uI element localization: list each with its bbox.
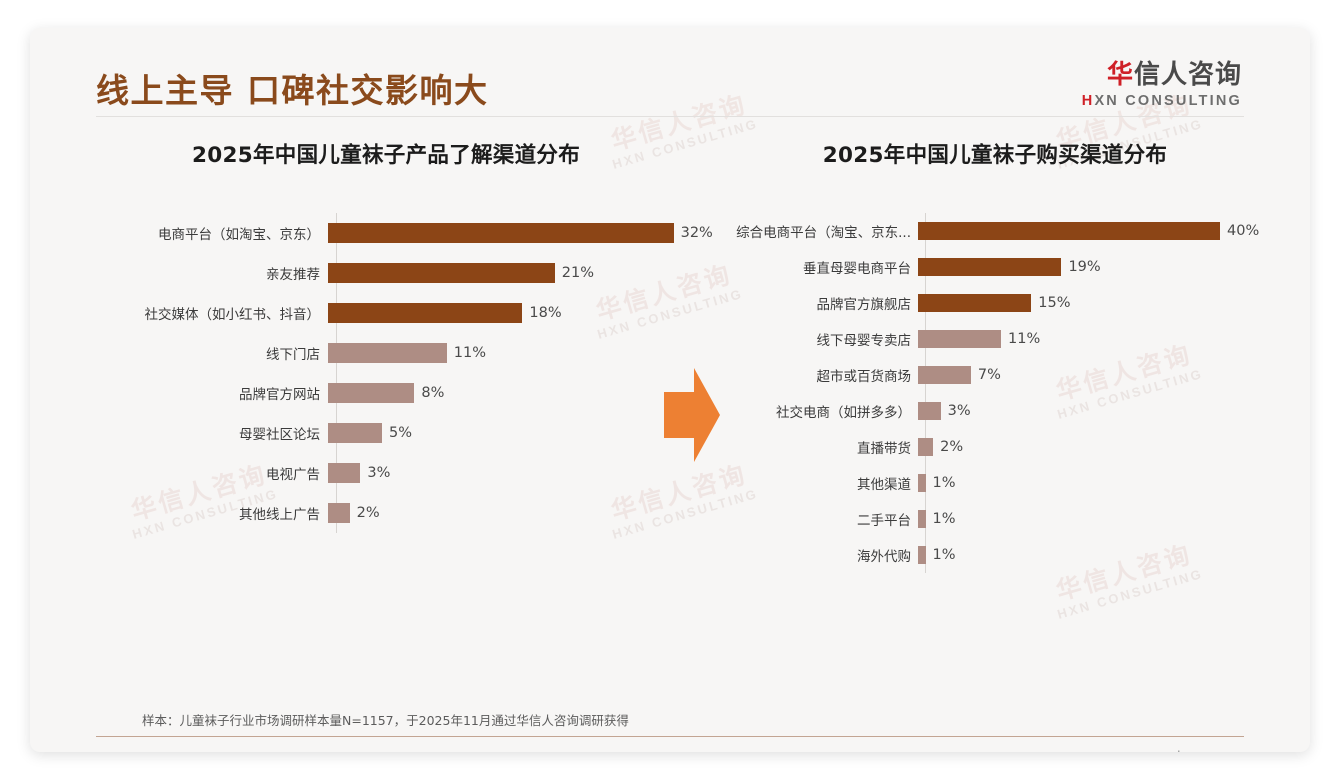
purchase-category-label: 线下母婴专卖店	[816, 333, 912, 349]
awareness-value-label: 8%	[421, 385, 445, 401]
awareness-row: 亲友推荐 21%	[90, 253, 690, 293]
source-footnote: 样本：儿童袜子行业市场调研样本量N=1157，于2025年11月通过华信人咨询调…	[142, 713, 629, 728]
purchase-bar	[918, 438, 934, 456]
charts-area: 2025年中国儿童袜子产品了解渠道分布 电商平台（如淘宝、京东） 32% 亲友推荐 2…	[30, 138, 1310, 688]
purchase-row: 综合电商平台（淘宝、京东... 40%	[700, 213, 1280, 249]
chart-title-purchase: 2025年中国儿童袜子购买渠道分布	[822, 143, 1168, 168]
purchase-bar	[918, 366, 971, 384]
bar-chart-awareness: 电商平台（如淘宝、京东） 32% 亲友推荐 21% 社交媒体（如小红书、抖音） 18% 线下…	[90, 213, 713, 533]
header-divider	[96, 116, 1244, 117]
chart-axis-line	[336, 213, 337, 533]
purchase-value-label: 40%	[1227, 223, 1260, 239]
awareness-row: 社交媒体（如小红书、抖音） 18%	[90, 293, 690, 333]
purchase-category-label: 社交电商（如拼多多）	[776, 405, 911, 421]
logo-english-text: HXN CONSULTING	[1082, 93, 1242, 109]
slide-header: 线上主导 口碑社交影响大 华信人咨询 HXN CONSULTING	[30, 28, 1310, 118]
purchase-value-label: 7%	[977, 367, 1001, 383]
purchase-category-label: 其他渠道	[857, 477, 911, 493]
copyright-text: ©2026.1 HXR华信人咨询	[96, 749, 245, 752]
logo-chinese-text: 华信人咨询	[1082, 54, 1242, 91]
purchase-row: 二手平台 1%	[700, 501, 1280, 537]
company-logo: 华信人咨询 HXN CONSULTING	[1082, 54, 1242, 109]
purchase-value-label: 3%	[947, 403, 971, 419]
logo-en-accent: H	[1081, 93, 1095, 109]
awareness-bar	[328, 383, 415, 403]
footer-divider	[96, 736, 1244, 737]
purchase-row: 其他渠道 1%	[700, 465, 1280, 501]
purchase-bar	[918, 222, 1220, 240]
purchase-bar	[918, 474, 926, 492]
awareness-bar	[328, 503, 350, 523]
chart-axis-line	[925, 213, 926, 573]
purchase-bar	[918, 402, 941, 420]
purchase-row: 品牌官方旗舰店 15%	[700, 285, 1280, 321]
awareness-bar	[328, 223, 674, 243]
purchase-bar	[918, 330, 1002, 348]
awareness-value-label: 21%	[561, 265, 595, 281]
awareness-bar	[328, 263, 555, 283]
logo-cn-rest: 信人咨询	[1133, 60, 1242, 90]
awareness-row: 电商平台（如淘宝、京东） 32%	[90, 213, 713, 253]
purchase-category-label: 垂直母婴电商平台	[803, 261, 911, 277]
purchase-value-label: 11%	[1008, 331, 1041, 347]
purchase-value-label: 15%	[1038, 295, 1071, 311]
awareness-value-label: 18%	[529, 305, 562, 321]
awareness-value-label: 5%	[389, 425, 413, 441]
purchase-row: 直播带货 2%	[700, 429, 1280, 465]
purchase-value-label: 19%	[1068, 259, 1101, 275]
purchase-row: 海外代购 1%	[700, 537, 1280, 573]
purchase-value-label: 1%	[932, 511, 956, 527]
purchase-row: 垂直母婴电商平台 19%	[700, 249, 1280, 285]
awareness-category-label: 其他线上广告	[239, 507, 320, 523]
purchase-bar	[918, 258, 1062, 276]
purchase-row: 社交电商（如拼多多） 3%	[700, 393, 1280, 429]
purchase-category-label: 超市或百货商场	[816, 369, 912, 385]
awareness-category-label: 电商平台（如淘宝、京东）	[158, 227, 320, 243]
awareness-row: 电视广告 3%	[90, 453, 690, 493]
chart-panel-awareness: 2025年中国儿童袜子产品了解渠道分布 电商平台（如淘宝、京东） 32% 亲友推荐 2…	[90, 138, 713, 533]
purchase-value-label: 2%	[940, 439, 964, 455]
awareness-row: 母婴社区论坛 5%	[90, 413, 690, 453]
awareness-category-label: 线下门店	[266, 347, 320, 363]
logo-cn-accent: 华	[1106, 60, 1134, 90]
purchase-row: 超市或百货商场 7%	[700, 357, 1280, 393]
arrow-right-icon	[664, 366, 720, 464]
website-text: www.hxrcon.com	[1148, 749, 1242, 752]
awareness-value-label: 3%	[367, 465, 391, 481]
awareness-category-label: 母婴社区论坛	[239, 427, 320, 443]
purchase-bar	[918, 510, 926, 528]
awareness-value-label: 11%	[453, 345, 487, 361]
awareness-bar	[328, 463, 361, 483]
chart-panel-purchase: 2025年中国儿童袜子购买渠道分布 综合电商平台（淘宝、京东... 40% 垂直母婴…	[700, 138, 1280, 573]
awareness-category-label: 社交媒体（如小红书、抖音）	[144, 307, 321, 323]
purchase-row: 线下母婴专卖店 11%	[700, 321, 1280, 357]
chart-title-awareness: 2025年中国儿童袜子产品了解渠道分布	[191, 143, 581, 168]
awareness-bar	[328, 423, 382, 443]
purchase-value-label: 1%	[932, 547, 956, 563]
bar-chart-purchase: 综合电商平台（淘宝、京东... 40% 垂直母婴电商平台 19% 品牌官方旗舰店 15% 线…	[700, 213, 1280, 573]
slide-footer: ©2026.1 HXR华信人咨询 www.hxrcon.com	[30, 740, 1310, 752]
awareness-category-label: 电视广告	[266, 467, 320, 483]
awareness-value-label: 32%	[680, 225, 713, 241]
awareness-bar	[328, 343, 447, 363]
awareness-row: 品牌官方网站 8%	[90, 373, 690, 413]
awareness-category-label: 亲友推荐	[266, 267, 320, 283]
awareness-bar	[328, 303, 523, 323]
awareness-row: 线下门店 11%	[90, 333, 690, 373]
purchase-category-label: 海外代购	[857, 549, 911, 565]
purchase-bar	[918, 294, 1032, 312]
purchase-category-label: 品牌官方旗舰店	[816, 297, 912, 313]
purchase-category-label: 综合电商平台（淘宝、京东...	[736, 225, 911, 241]
awareness-row: 其他线上广告 2%	[90, 493, 690, 533]
awareness-value-label: 2%	[356, 505, 380, 521]
awareness-category-label: 品牌官方网站	[239, 387, 320, 403]
purchase-category-label: 二手平台	[857, 513, 911, 529]
page-title: 线上主导 口碑社交影响大	[96, 71, 489, 110]
slide-card: 华信人咨询 HXN CONSULTING 华信人咨询 HXN CONSULTIN…	[30, 28, 1310, 752]
purchase-value-label: 1%	[932, 475, 956, 491]
logo-en-rest: XN CONSULTING	[1094, 93, 1242, 109]
purchase-category-label: 直播带货	[857, 441, 911, 457]
purchase-bar	[918, 546, 926, 564]
